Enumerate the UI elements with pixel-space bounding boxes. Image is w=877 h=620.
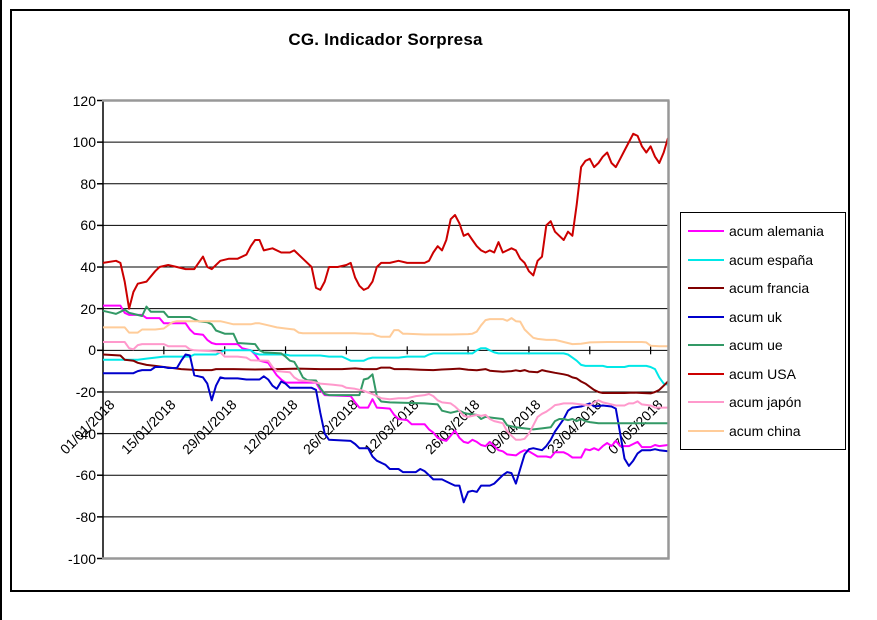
y-axis-label: 40 bbox=[80, 259, 96, 276]
legend-entry[interactable]: acum USA bbox=[688, 360, 845, 389]
legend-swatch bbox=[688, 315, 724, 318]
legend-entry[interactable]: acum japón bbox=[688, 388, 845, 417]
legend-label: acum china bbox=[729, 422, 801, 439]
y-axis-label: 100 bbox=[72, 134, 96, 151]
legend-swatch bbox=[688, 372, 724, 375]
legend-label: acum USA bbox=[729, 365, 796, 382]
y-axis-label: 20 bbox=[80, 300, 96, 317]
legend-entry[interactable]: acum ue bbox=[688, 331, 845, 360]
legend-swatch bbox=[688, 429, 724, 432]
y-axis-label: 80 bbox=[80, 175, 96, 192]
sheet-edge-line bbox=[0, 0, 2, 620]
legend-label: acum ue bbox=[729, 337, 783, 354]
legend-entry[interactable]: acum alemania bbox=[688, 217, 845, 246]
legend-swatch bbox=[688, 344, 724, 347]
y-axis-label: -40 bbox=[75, 425, 96, 442]
legend-entry[interactable]: acum uk bbox=[688, 303, 845, 332]
legend-swatch bbox=[688, 401, 724, 404]
legend-label: acum alemania bbox=[729, 223, 824, 240]
y-axis-label: -80 bbox=[75, 508, 96, 525]
legend-entry[interactable]: acum francia bbox=[688, 274, 845, 303]
y-axis-label: -60 bbox=[75, 467, 96, 484]
y-axis-label: 120 bbox=[72, 92, 96, 109]
legend-label: acum uk bbox=[729, 308, 782, 325]
legend-label: acum españa bbox=[729, 251, 814, 268]
legend-swatch bbox=[688, 258, 724, 261]
y-axis-label: -20 bbox=[75, 383, 96, 400]
y-axis-label: 60 bbox=[80, 217, 96, 234]
chart-title: CG. Indicador Sorpresa bbox=[288, 30, 483, 49]
legend-entry[interactable]: acum españa bbox=[688, 246, 845, 275]
y-axis-label: 0 bbox=[88, 342, 96, 359]
y-axis-label: -100 bbox=[67, 550, 96, 567]
legend-swatch bbox=[688, 287, 724, 290]
legend-entry[interactable]: acum china bbox=[688, 417, 845, 446]
legend-swatch bbox=[688, 230, 724, 233]
legend-label: acum francia bbox=[729, 280, 810, 297]
legend-label: acum japón bbox=[729, 394, 802, 411]
chart-legend[interactable]: acum alemania acum españa acum francia acum… bbox=[680, 212, 846, 450]
